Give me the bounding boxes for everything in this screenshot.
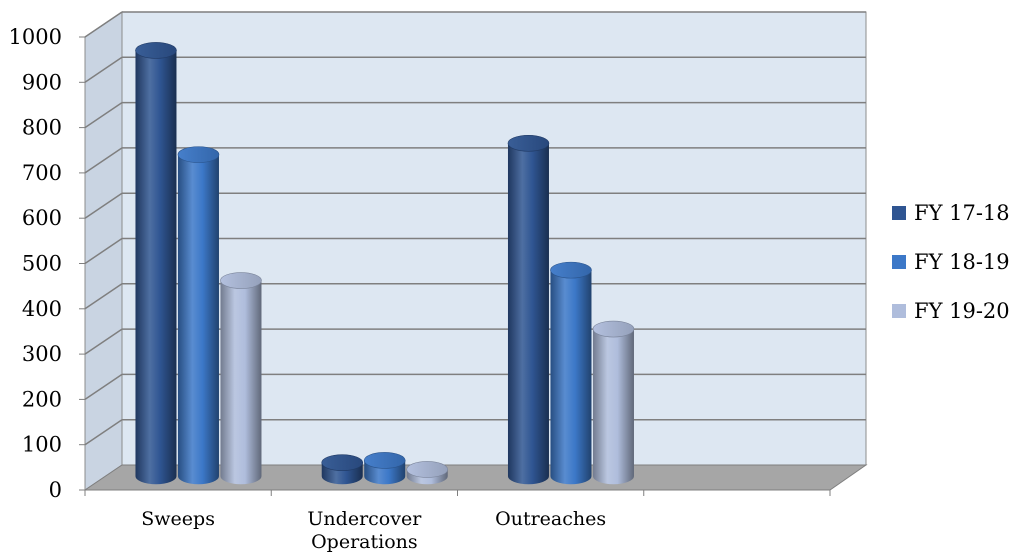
bar: [592, 320, 635, 485]
gridline-side: [84, 192, 123, 219]
bar-top: [406, 461, 449, 478]
y-tick-label: 800: [22, 116, 62, 140]
bar-body: [592, 329, 634, 485]
legend-label: FY 18-19: [914, 249, 1010, 274]
y-tick-label: 300: [22, 342, 62, 366]
bar-top: [592, 320, 635, 338]
legend-item-fy-18-19: FY 18-19: [892, 237, 1010, 286]
gridline-side: [84, 56, 123, 83]
bar: [507, 134, 550, 485]
bar: [177, 146, 220, 485]
bar-body: [135, 50, 177, 485]
bar-top: [135, 42, 177, 59]
y-tick-label: 1000: [9, 25, 62, 49]
x-category-label: Sweeps: [141, 508, 215, 530]
y-axis-ticks: 0 100 200 300 400 500 600 700 800 900 1000: [9, 25, 830, 502]
y-tick-label: 500: [22, 252, 62, 276]
bar-body: [177, 154, 219, 485]
gridline-side: [84, 11, 123, 38]
bar-top: [363, 452, 406, 469]
x-category-label: Operations: [311, 531, 418, 553]
legend-label: FY 17-18: [914, 200, 1010, 225]
gridline-side: [84, 419, 123, 446]
bar-top: [321, 454, 364, 471]
y-tick-label: 200: [22, 387, 62, 411]
bar: [135, 42, 177, 485]
y-tick-label: 600: [22, 206, 62, 230]
gridline-side: [84, 237, 123, 265]
y-tick-label: 700: [22, 161, 62, 185]
bar: [220, 272, 262, 485]
gridline-side: [84, 328, 123, 355]
legend-swatch: [892, 303, 906, 318]
legend-label: FY 19-20: [914, 298, 1010, 323]
y-tick-label: 400: [22, 297, 62, 321]
x-category-label: Undercover: [307, 508, 422, 530]
bar-body: [550, 270, 592, 485]
bar-body: [220, 280, 262, 485]
legend: FY 17-18 FY 18-19 FY 19-20: [892, 188, 1010, 335]
legend-swatch: [892, 254, 906, 269]
bars: [135, 42, 635, 485]
bar: [406, 461, 449, 485]
bar: [321, 454, 364, 485]
bar-top: [550, 261, 592, 279]
bar-top: [507, 134, 550, 152]
legend-swatch: [892, 205, 906, 220]
bar-top: [220, 272, 262, 289]
gridline-side: [84, 101, 123, 129]
y-tick-label: 0: [49, 478, 62, 502]
gridline-side: [84, 147, 123, 174]
legend-item-fy-19-20: FY 19-20: [892, 286, 1010, 335]
y-tick-label: 900: [22, 70, 62, 94]
bar-top: [177, 146, 220, 163]
legend-item-fy-17-18: FY 17-18: [892, 188, 1010, 237]
y-tick-label: 100: [22, 433, 62, 457]
bar: [363, 452, 406, 485]
gridline-side: [84, 373, 123, 401]
gridline-side: [84, 283, 123, 310]
x-category-label: Outreaches: [495, 508, 606, 530]
bar-body: [507, 143, 549, 485]
bar: [550, 261, 592, 485]
